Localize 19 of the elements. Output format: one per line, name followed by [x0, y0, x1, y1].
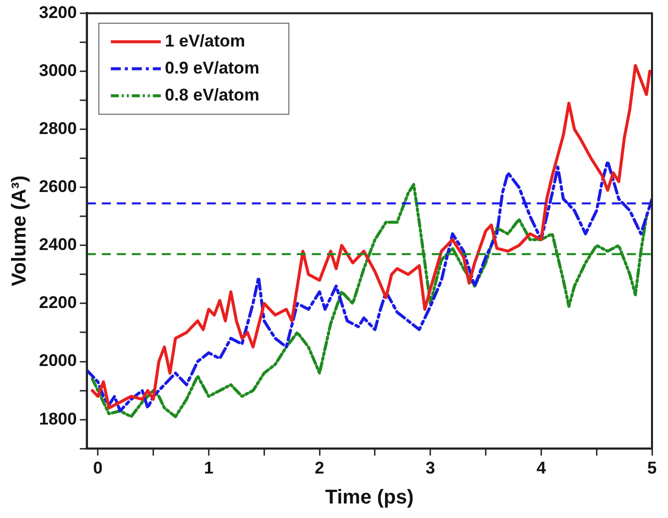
y-tick-label: 2400	[38, 235, 77, 254]
x-axis-title: Time (ps)	[325, 486, 414, 509]
x-tick-label: 1	[204, 458, 214, 478]
y-tick-label: 2200	[38, 293, 77, 312]
y-tick-label: 3200	[38, 2, 77, 22]
legend-label: 0.9 eV/atom	[164, 58, 260, 78]
y-tick-label: 3000	[38, 60, 77, 80]
x-tick-label: 2	[314, 458, 324, 478]
x-tick-label: 5	[647, 458, 657, 478]
y-tick-label: 2000	[38, 351, 77, 370]
y-tick-label: 1800	[38, 409, 77, 428]
y-tick-label: 2600	[38, 177, 77, 196]
y-tick-label: 2800	[38, 118, 77, 138]
x-tick-label: 0	[93, 458, 103, 478]
y-axis-title: Volume (A³)	[8, 176, 31, 286]
x-tick-label: 3	[426, 458, 436, 478]
x-tick-label: 4	[536, 458, 546, 478]
legend-label: 1 eV/atom	[164, 31, 246, 50]
legend-label: 0.8 eV/atom	[164, 85, 260, 104]
